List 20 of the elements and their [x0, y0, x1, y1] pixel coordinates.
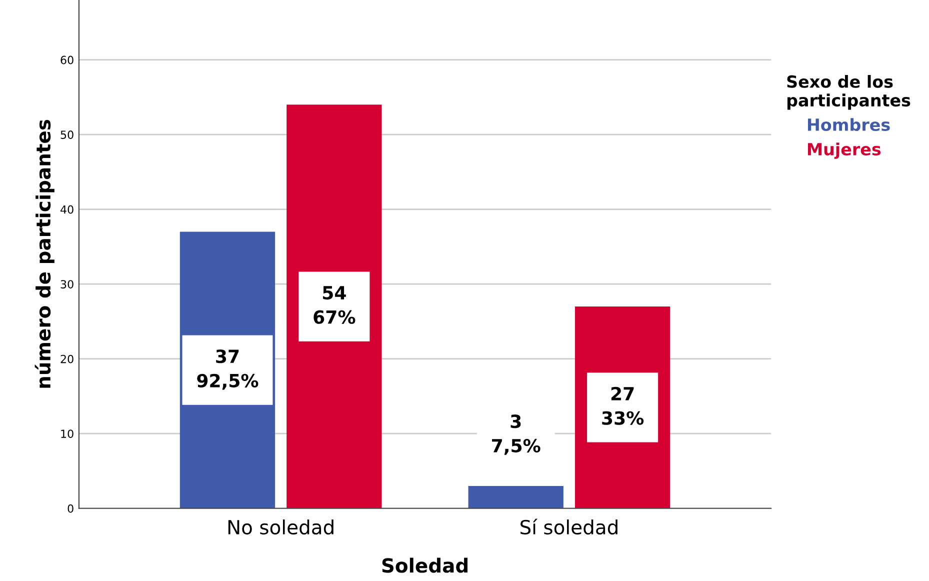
y-tick-label: 50 — [60, 130, 74, 139]
data-label: 54 67% — [314, 286, 356, 324]
y-axis-title: número de participantes — [34, 120, 54, 388]
legend-title: Sexo de los participantes — [787, 75, 910, 110]
y-tick-label: 10 — [61, 430, 74, 438]
text: Mujeres — [808, 142, 881, 159]
y-tick-label: 0 — [68, 504, 74, 513]
y-tick-label: 30 — [60, 280, 74, 288]
bar — [468, 486, 564, 508]
text: Hombres — [808, 118, 890, 132]
data-label: 3 7,5% — [492, 414, 540, 455]
x-tick-label: No soledad — [228, 519, 334, 535]
y-tick-label: 40 — [60, 205, 74, 214]
y-tick-label: 20 — [60, 354, 74, 364]
y-tick-label: 60 — [60, 56, 74, 64]
x-axis-title: Soledad — [382, 558, 468, 573]
bar — [286, 104, 382, 508]
data-label: 27 33% — [602, 386, 644, 425]
data-label: 37 92,5% — [197, 349, 258, 390]
x-tick-label: Sí soledad — [520, 518, 618, 535]
